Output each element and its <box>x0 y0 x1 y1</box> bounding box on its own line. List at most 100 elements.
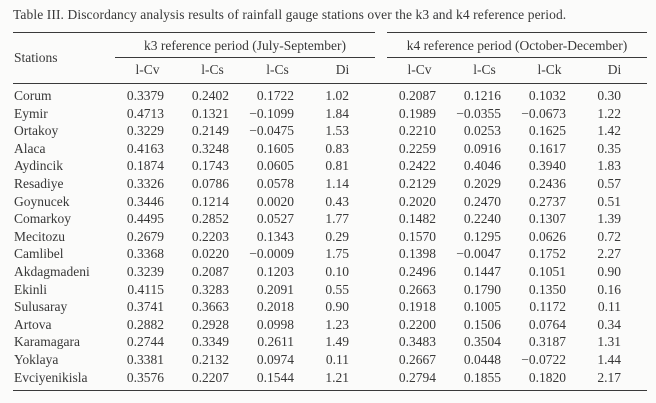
station-cell: Akdagmadeni <box>14 263 90 279</box>
value-cell: 0.34 <box>597 316 621 332</box>
paper-page: Table III. Discordancy analysis results … <box>13 7 647 392</box>
table-row: Evciyenikisla 0.3576 0.2207 0.1544 1.21 0.279… <box>13 368 647 392</box>
value-cell: 1.53 <box>325 123 349 139</box>
value-cell: 0.1855 <box>452 368 517 392</box>
value-cell: 0.2200 <box>398 316 436 332</box>
value-cell: 0.3229 <box>126 123 164 139</box>
value-cell: 0.2496 <box>398 263 436 279</box>
k4-lcv-header: l-Cv <box>387 57 452 84</box>
value-cell: 0.2436 <box>528 175 566 191</box>
group-gap-cell <box>375 157 387 175</box>
station-cell: Evciyenikisla <box>13 368 115 392</box>
value-cell: 1.23 <box>325 316 349 332</box>
value-cell: 1.42 <box>597 123 621 139</box>
k4-lcs-header: l-Cs <box>452 57 517 84</box>
value-cell: 1.39 <box>597 211 621 227</box>
table-row: Sulusaray 0.3741 0.3663 0.2018 0.90 0.1918 0.1… <box>13 298 647 316</box>
value-cell: 0.3576 <box>115 368 180 392</box>
table-row: Ortakoy 0.3229 0.2149 −0.0475 1.53 0.2210 0.02… <box>13 122 647 140</box>
station-cell: Resadiye <box>14 175 64 191</box>
value-cell: 0.0605 <box>256 158 294 174</box>
value-cell: 0.57 <box>597 175 621 191</box>
group-gap-cell <box>375 140 387 158</box>
value-cell: 0.0974 <box>256 351 294 367</box>
value-cell: 0.2794 <box>387 368 452 392</box>
group-gap-cell <box>375 84 387 105</box>
k3-group-header: k3 reference period (July-September) <box>115 32 375 58</box>
value-cell: 0.4495 <box>126 211 164 227</box>
value-cell: 0.1506 <box>463 316 501 332</box>
value-cell: 0.0220 <box>191 246 229 262</box>
value-cell: 0.2020 <box>398 193 436 209</box>
value-cell: 0.35 <box>597 140 621 156</box>
value-cell: 0.2882 <box>126 316 164 332</box>
value-cell: 0.2149 <box>191 123 229 139</box>
group-gap-cell <box>375 263 387 281</box>
value-cell: 0.3239 <box>126 263 164 279</box>
station-cell: Karamagara <box>14 334 80 350</box>
value-cell: 0.0527 <box>256 211 294 227</box>
value-cell: 1.22 <box>597 105 621 121</box>
value-cell: 0.2203 <box>191 228 229 244</box>
value-cell: 0.16 <box>597 281 621 297</box>
station-cell: Ortakoy <box>14 123 59 139</box>
value-cell: 0.3379 <box>126 88 164 103</box>
group-gap-cell <box>375 122 387 140</box>
value-cell: 0.2679 <box>126 228 164 244</box>
value-cell: 0.1350 <box>528 281 566 297</box>
value-cell: 0.43 <box>325 193 349 209</box>
value-cell: 0.0916 <box>463 140 501 156</box>
value-cell: 0.2667 <box>398 351 436 367</box>
value-cell: 0.3446 <box>126 193 164 209</box>
value-cell: 0.10 <box>325 263 349 279</box>
value-cell: 0.0786 <box>191 175 229 191</box>
value-cell: 0.0448 <box>463 351 501 367</box>
table-header: Stations k3 reference period (July-Septe… <box>13 32 647 84</box>
value-cell: 0.2091 <box>256 281 294 297</box>
k4-lck-header: l-Ck <box>517 57 582 84</box>
value-cell: 1.31 <box>597 334 621 350</box>
value-cell: 0.1790 <box>463 281 501 297</box>
value-cell: 0.2087 <box>398 88 436 103</box>
group-gap-cell <box>375 193 387 211</box>
value-cell: 0.0998 <box>256 316 294 332</box>
group-gap-cell <box>375 105 387 123</box>
table-row: Eymir 0.4713 0.1321 −0.1099 1.84 0.1989 −0.035… <box>13 105 647 123</box>
station-cell: Alaca <box>14 140 46 156</box>
value-cell: 0.2259 <box>398 140 436 156</box>
value-cell: 0.3663 <box>191 299 229 315</box>
value-cell: 0.3248 <box>191 140 229 156</box>
value-cell: 0.1172 <box>529 299 566 315</box>
value-cell: 0.30 <box>597 88 621 103</box>
value-cell: 0.1570 <box>398 228 436 244</box>
value-cell: 0.1398 <box>398 246 436 262</box>
value-cell: 0.1617 <box>528 140 566 156</box>
k3-di-header: Di <box>310 57 375 84</box>
value-cell: 0.2210 <box>398 123 436 139</box>
value-cell: 0.1544 <box>245 368 310 392</box>
value-cell: 0.3368 <box>126 246 164 262</box>
station-cell: Camlibel <box>14 246 64 262</box>
value-cell: −0.0722 <box>521 351 566 367</box>
value-cell: 0.2422 <box>398 158 436 174</box>
value-cell: 0.51 <box>597 193 621 209</box>
value-cell: 0.2087 <box>191 263 229 279</box>
stations-column-header: Stations <box>13 32 115 84</box>
value-cell: 0.55 <box>325 281 349 297</box>
value-cell: 0.0764 <box>528 316 566 332</box>
value-cell: 1.44 <box>597 351 621 367</box>
value-cell: 0.3349 <box>191 334 229 350</box>
value-cell: 0.2207 <box>180 368 245 392</box>
value-cell: 0.1214 <box>191 193 229 209</box>
group-gap-cell <box>375 175 387 193</box>
station-cell: Aydincik <box>14 158 64 174</box>
station-cell: Comarkoy <box>14 211 71 227</box>
value-cell: 0.1005 <box>463 299 501 315</box>
value-cell: −0.0355 <box>456 105 501 121</box>
value-cell: 0.0578 <box>256 175 294 191</box>
value-cell: 0.1482 <box>398 211 436 227</box>
station-cell: Mecitozu <box>14 228 65 244</box>
group-gap-cell <box>375 298 387 316</box>
value-cell: 0.1625 <box>528 123 566 139</box>
value-cell: 0.1032 <box>528 88 566 103</box>
